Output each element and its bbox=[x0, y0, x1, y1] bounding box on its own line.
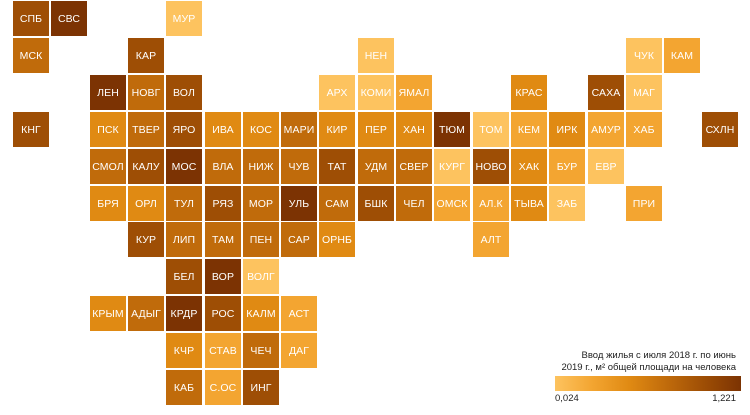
region-tile: КАМ bbox=[664, 38, 700, 73]
region-tile: ПЕН bbox=[243, 222, 279, 257]
region-tile: ИВА bbox=[205, 112, 241, 147]
region-tile: МАГ bbox=[626, 75, 662, 110]
region-tile: ТОМ bbox=[473, 112, 509, 147]
region-tile: ТАМ bbox=[205, 222, 241, 257]
region-tile: СХЛН bbox=[702, 112, 738, 147]
region-tile: СВС bbox=[51, 1, 87, 36]
region-tile: САР bbox=[281, 222, 317, 257]
region-tile: НЕН bbox=[358, 38, 394, 73]
region-tile: ЛИП bbox=[166, 222, 202, 257]
region-tile: КНГ bbox=[13, 112, 49, 147]
region-tile: ВЛА bbox=[205, 149, 241, 184]
region-tile: САМ bbox=[319, 186, 355, 221]
region-tile: ХАН bbox=[396, 112, 432, 147]
region-tile: УЛЬ bbox=[281, 186, 317, 221]
region-tile: ТЫВА bbox=[511, 186, 547, 221]
region-tile: БРЯ bbox=[90, 186, 126, 221]
region-tile: УДМ bbox=[358, 149, 394, 184]
region-tile: РЯЗ bbox=[205, 186, 241, 221]
region-tile: АЛ.К bbox=[473, 186, 509, 221]
region-tile: САХА bbox=[588, 75, 624, 110]
region-tile: ЧУВ bbox=[281, 149, 317, 184]
region-tile: ЧЕЛ bbox=[396, 186, 432, 221]
region-tile: ЧЕЧ bbox=[243, 333, 279, 368]
region-tile: МСК bbox=[13, 38, 49, 73]
region-tile: ОРЛ bbox=[128, 186, 164, 221]
region-tile: КРДР bbox=[166, 296, 202, 331]
region-tile: КАЛМ bbox=[243, 296, 279, 331]
region-tile: ТВЕР bbox=[128, 112, 164, 147]
region-tile: ВОЛГ bbox=[243, 259, 279, 294]
region-tile: ВОЛ bbox=[166, 75, 202, 110]
region-tile: АСТ bbox=[281, 296, 317, 331]
region-tile: ВОР bbox=[205, 259, 241, 294]
region-tile: КУРГ bbox=[434, 149, 470, 184]
region-tile: КАР bbox=[128, 38, 164, 73]
region-tile: МОС bbox=[166, 149, 202, 184]
region-tile: АМУР bbox=[588, 112, 624, 147]
region-tile: НОВГ bbox=[128, 75, 164, 110]
region-tile: ПРИ bbox=[626, 186, 662, 221]
region-tile: СТАВ bbox=[205, 333, 241, 368]
legend-min-label: 0,024 bbox=[555, 393, 579, 404]
region-tile: КОС bbox=[243, 112, 279, 147]
region-tile: БУР bbox=[549, 149, 585, 184]
region-tile: БЕЛ bbox=[166, 259, 202, 294]
region-tile: КЧР bbox=[166, 333, 202, 368]
region-tile: ПЕР bbox=[358, 112, 394, 147]
region-tile: ЧУК bbox=[626, 38, 662, 73]
region-tile: СПБ bbox=[13, 1, 49, 36]
region-tile: КРАС bbox=[511, 75, 547, 110]
region-tile: ОМСК bbox=[434, 186, 470, 221]
legend: Ввод жилья с июля 2018 г. по июнь 2019 г… bbox=[555, 350, 741, 405]
region-tile: АЛТ bbox=[473, 222, 509, 257]
region-tile: ОРНБ bbox=[319, 222, 355, 257]
region-tile: КРЫМ bbox=[90, 296, 126, 331]
legend-max-label: 1,221 bbox=[712, 393, 736, 404]
region-tile: АДЫГ bbox=[128, 296, 164, 331]
region-tile: МУР bbox=[166, 1, 202, 36]
region-tile: КУР bbox=[128, 222, 164, 257]
region-tile: ПСК bbox=[90, 112, 126, 147]
region-tile: С.ОС bbox=[205, 370, 241, 405]
region-tile: СМОЛ bbox=[90, 149, 126, 184]
legend-title: Ввод жилья с июля 2018 г. по июнь 2019 г… bbox=[555, 350, 736, 374]
region-tile: ЯМАЛ bbox=[396, 75, 432, 110]
region-tile: КИР bbox=[319, 112, 355, 147]
region-tile: ТЮМ bbox=[434, 112, 470, 147]
region-tile: ТУЛ bbox=[166, 186, 202, 221]
legend-gradient-bar bbox=[555, 376, 741, 391]
region-tile: ТАТ bbox=[319, 149, 355, 184]
region-tile: ИНГ bbox=[243, 370, 279, 405]
region-tile: СВЕР bbox=[396, 149, 432, 184]
region-tile: ИРК bbox=[549, 112, 585, 147]
region-tile: КЕМ bbox=[511, 112, 547, 147]
legend-labels: 0,024 1,221 bbox=[555, 393, 741, 405]
region-tile: ХАК bbox=[511, 149, 547, 184]
region-tile: НОВО bbox=[473, 149, 509, 184]
region-tile: НИЖ bbox=[243, 149, 279, 184]
region-tile: ЛЕН bbox=[90, 75, 126, 110]
region-tile: МАРИ bbox=[281, 112, 317, 147]
region-tile: АРХ bbox=[319, 75, 355, 110]
region-tile: ХАБ bbox=[626, 112, 662, 147]
region-tile: ДАГ bbox=[281, 333, 317, 368]
region-tile: РОС bbox=[205, 296, 241, 331]
region-tile: ЯРО bbox=[166, 112, 202, 147]
region-tile: КОМИ bbox=[358, 75, 394, 110]
region-tile: ЕВР bbox=[588, 149, 624, 184]
legend-title-line-2: 2019 г., м² общей площади на человека bbox=[561, 362, 736, 373]
region-tile: КАЛУ bbox=[128, 149, 164, 184]
legend-title-line-1: Ввод жилья с июля 2018 г. по июнь bbox=[581, 350, 736, 361]
region-tile: ЗАБ bbox=[549, 186, 585, 221]
region-tile: МОР bbox=[243, 186, 279, 221]
region-tile: КАБ bbox=[166, 370, 202, 405]
region-tile: БШК bbox=[358, 186, 394, 221]
